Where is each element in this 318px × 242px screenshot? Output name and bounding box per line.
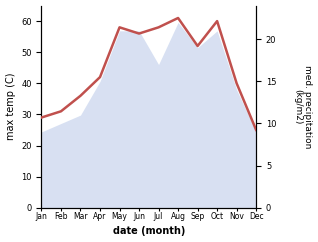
Y-axis label: med. precipitation
(kg/m2): med. precipitation (kg/m2) [293,65,313,148]
X-axis label: date (month): date (month) [113,227,185,236]
Y-axis label: max temp (C): max temp (C) [5,73,16,140]
